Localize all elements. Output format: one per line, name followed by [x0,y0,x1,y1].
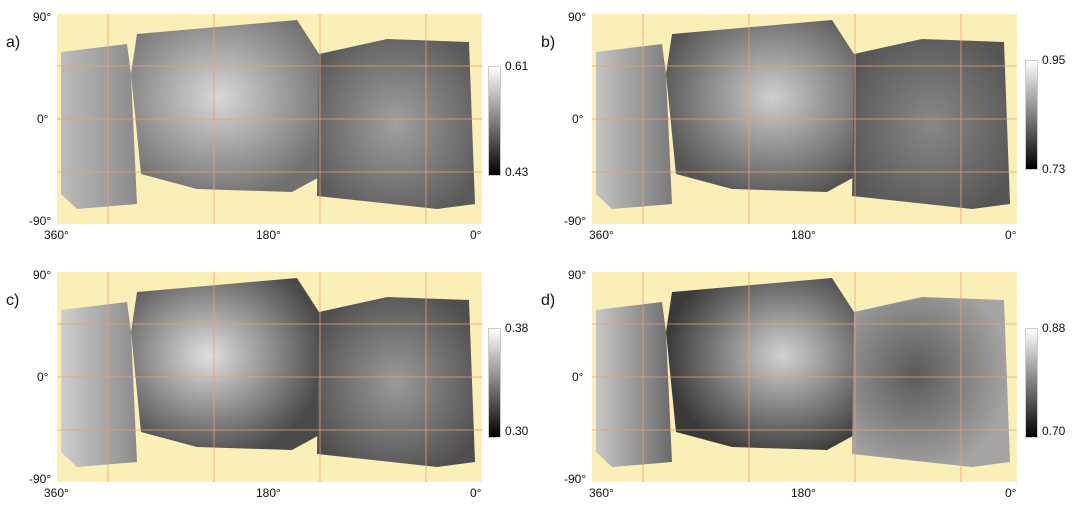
lon-mid-label: 180° [791,486,816,500]
lat-mid-label: 0° [37,112,49,126]
lon-mid-label: 180° [791,228,816,242]
map-image [592,272,1017,482]
colorbar [1025,328,1038,438]
colorbar-min-label: 0.30 [505,424,529,438]
colorbar-min-label: 0.70 [1042,424,1066,438]
lat-top-label: 90° [33,268,52,282]
colorbar-min-label: 0.73 [1042,162,1066,176]
panel-label: b) [541,34,556,51]
lon-mid-label: 180° [256,228,281,242]
lat-top-label: 90° [33,10,52,24]
lon-right-label: 0° [470,228,482,242]
colorbar-max-label: 0.95 [1042,53,1066,67]
lat-top-label: 90° [568,10,587,24]
colorbar [488,66,501,176]
colorbar [488,328,501,438]
lat-bottom-label: -90° [564,214,587,228]
panel-label: a) [6,34,21,51]
map-svg [57,14,482,224]
lat-mid-label: 0° [572,112,584,126]
lon-left-label: 360° [589,228,614,242]
colorbar [1025,60,1038,170]
lat-bottom-label: -90° [564,472,587,486]
lat-mid-label: 0° [572,370,584,384]
map-image [57,14,482,224]
panel-label: c) [6,292,20,309]
panel-a: a) 90° 0° -90° 360° 180° 0° 0.61 0.43 [0,0,540,250]
lat-bottom-label: -90° [29,472,52,486]
panel-d: d) 90° 0° -90° 360° 180° 0° 0.88 0.70 [535,258,1075,508]
panel-b: b) 90° 0° -90° 360° 180° 0° 0.95 0.73 [535,0,1075,250]
colorbar-max-label: 0.61 [505,59,529,73]
colorbar-max-label: 0.88 [1042,321,1066,335]
lon-mid-label: 180° [256,486,281,500]
map-svg [592,272,1017,482]
lon-left-label: 360° [589,486,614,500]
map-svg [592,14,1017,224]
lon-left-label: 360° [44,486,69,500]
lat-bottom-label: -90° [29,214,52,228]
map-svg [57,272,482,482]
map-image [57,272,482,482]
lon-right-label: 0° [1005,486,1017,500]
colorbar-min-label: 0.43 [505,165,529,179]
lon-right-label: 0° [470,486,482,500]
colorbar-max-label: 0.38 [505,321,529,335]
lat-mid-label: 0° [37,370,49,384]
map-image [592,14,1017,224]
lat-top-label: 90° [568,268,587,282]
panel-c: c) 90° 0° -90° 360° 180° 0° 0.38 0.30 [0,258,540,508]
lon-left-label: 360° [44,228,69,242]
lon-right-label: 0° [1005,228,1017,242]
panel-label: d) [541,292,556,309]
